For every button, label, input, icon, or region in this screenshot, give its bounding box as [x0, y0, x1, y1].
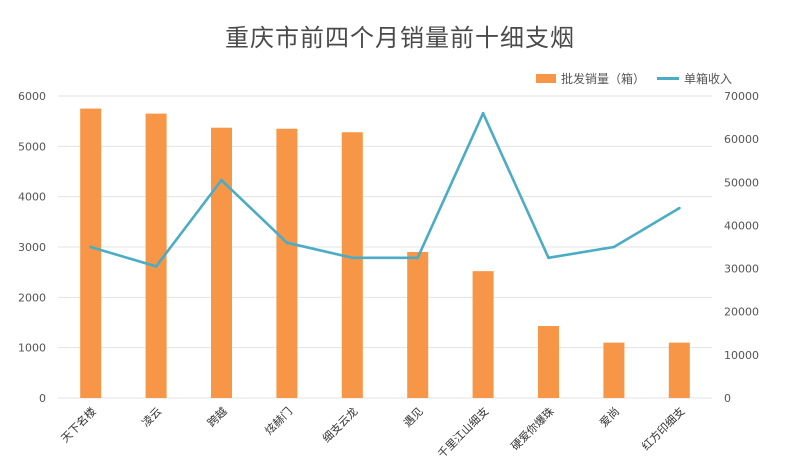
- y-right-tick-label: 20000: [724, 306, 759, 319]
- y-left-tick-label: 0: [39, 392, 46, 405]
- legend-swatch-line: [656, 77, 679, 80]
- x-category-label: 炫赫门: [262, 404, 295, 437]
- legend-item-bars: 批发销量（箱）: [535, 70, 645, 87]
- bar: [80, 108, 102, 398]
- y-right-tick-label: 0: [724, 392, 731, 405]
- y-right-tick-label: 50000: [724, 176, 759, 189]
- x-category-label: 天下名楼: [58, 404, 99, 445]
- line-point: [481, 111, 485, 115]
- legend-label-bars: 批发销量（箱）: [560, 72, 645, 86]
- y-right-tick-label: 30000: [724, 263, 759, 276]
- bar: [472, 271, 494, 398]
- legend-item-line: 单箱收入: [656, 70, 732, 87]
- bar: [407, 252, 429, 398]
- x-category-label: 红方印细支: [639, 404, 688, 453]
- line-point: [220, 178, 223, 182]
- chart-title: 重庆市前四个月销量前十细支烟: [225, 24, 575, 52]
- y-left-tick-label: 2000: [18, 291, 46, 304]
- line-series: [90, 111, 680, 268]
- line-point: [416, 256, 420, 260]
- y-right-tick-label: 40000: [724, 219, 759, 232]
- line-point: [677, 206, 681, 210]
- x-category-label: 遇见: [401, 405, 426, 430]
- legend: 批发销量（箱） 单箱收入: [535, 70, 732, 87]
- bar: [668, 342, 690, 398]
- line-point: [350, 256, 354, 260]
- bar: [276, 128, 298, 398]
- line-point: [612, 245, 616, 249]
- y-right-tick-label: 70000: [724, 90, 759, 103]
- x-category-label: 爱尚: [597, 404, 622, 429]
- y-left-tick-label: 1000: [18, 342, 46, 355]
- y-left-tick-label: 6000: [18, 90, 46, 103]
- line-point: [285, 241, 289, 245]
- x-category-label: 细支云龙: [320, 405, 360, 445]
- legend-label-line: 单箱收入: [683, 72, 732, 86]
- y-right-tick-label: 10000: [724, 349, 759, 362]
- y-left-tick-label: 4000: [18, 191, 46, 204]
- line-point: [547, 256, 550, 260]
- y-left-tick-label: 3000: [18, 241, 46, 254]
- legend-swatch-bars: [535, 74, 556, 83]
- x-category-label: 跨越: [204, 404, 229, 429]
- y-right-tick-label: 60000: [724, 133, 759, 146]
- x-category-label: 千里江山细支: [435, 405, 491, 461]
- x-category-label: 硬爱你爆珠: [508, 404, 557, 453]
- line-point: [89, 245, 93, 249]
- bar: [538, 326, 559, 398]
- bar: [341, 132, 363, 399]
- x-category-label: 凌云: [139, 404, 164, 429]
- line-point: [154, 265, 158, 268]
- y-left-tick-label: 5000: [18, 140, 46, 153]
- bar: [211, 127, 232, 399]
- bar: [145, 113, 167, 398]
- bar: [603, 342, 625, 398]
